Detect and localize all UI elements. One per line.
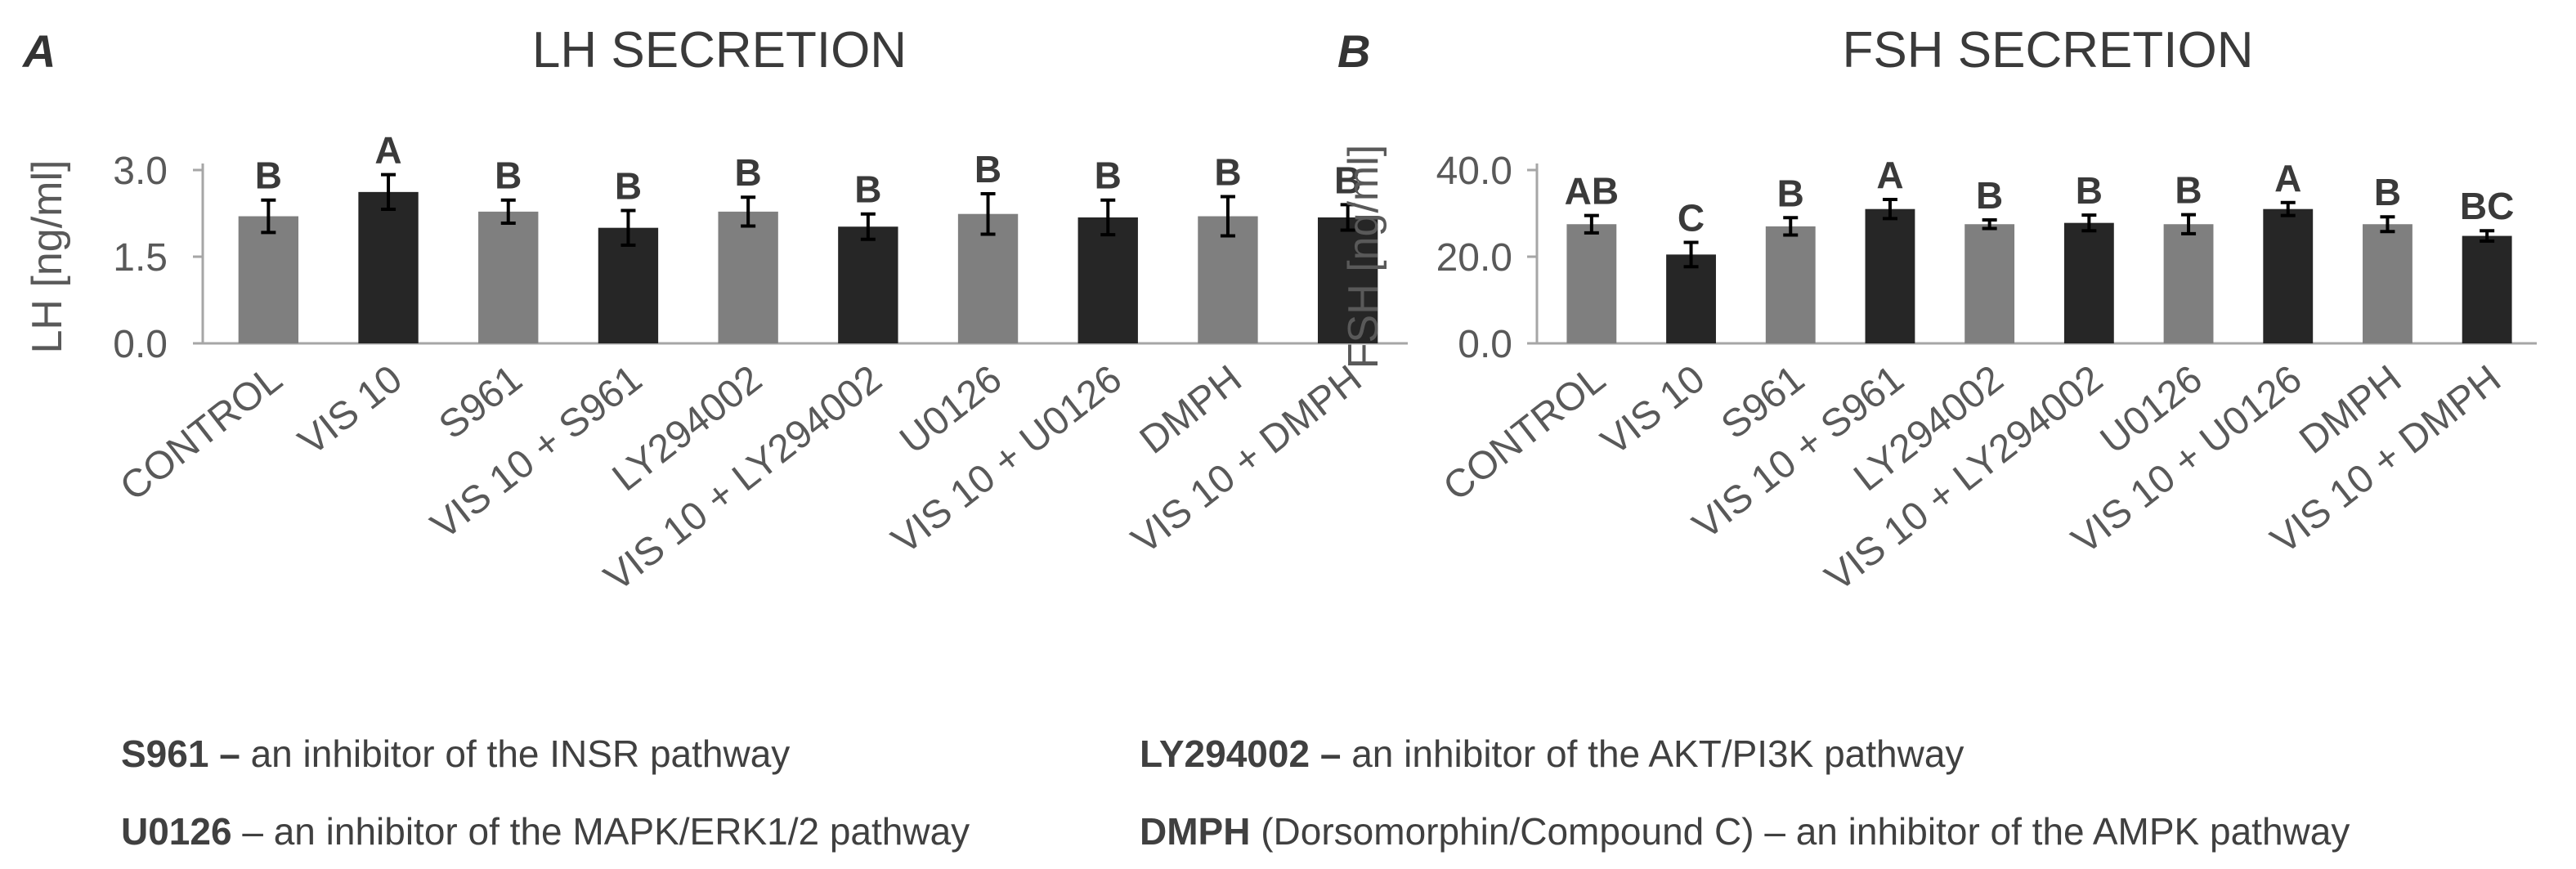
significance-label: B bbox=[974, 148, 1001, 190]
legend-abbr: DMPH bbox=[1140, 810, 1251, 853]
x-tick-label: CONTROL bbox=[1436, 357, 1614, 509]
chart-title: LH SECRETION bbox=[532, 22, 907, 78]
significance-label: A bbox=[374, 129, 401, 172]
x-tick-label: CONTROL bbox=[113, 357, 291, 509]
legend-text: – an inhibitor of the MAPK/ERK1/2 pathwa… bbox=[231, 810, 970, 853]
bar bbox=[2363, 224, 2412, 343]
bar bbox=[1566, 224, 1617, 343]
y-tick-label: 0.0 bbox=[113, 323, 168, 366]
y-tick-label: 20.0 bbox=[1436, 236, 1512, 280]
y-tick-label: 3.0 bbox=[113, 150, 168, 193]
legend-item-u0126: U0126 – an inhibitor of the MAPK/ERK1/2 … bbox=[121, 809, 970, 853]
significance-label: B bbox=[495, 155, 522, 197]
bar bbox=[1077, 217, 1138, 343]
bar bbox=[598, 227, 659, 343]
panel-letter: B bbox=[1337, 25, 1370, 77]
significance-label: BC bbox=[2460, 185, 2514, 227]
bar bbox=[358, 191, 419, 343]
bar bbox=[2063, 222, 2114, 343]
significance-label: A bbox=[2274, 157, 2301, 199]
significance-label: B bbox=[1095, 155, 1122, 197]
significance-label: B bbox=[1334, 159, 1361, 201]
legend-abbr: LY294002 – bbox=[1140, 732, 1342, 775]
bar bbox=[1317, 217, 1378, 343]
panel-letter: A bbox=[21, 25, 56, 77]
significance-label: A bbox=[1876, 154, 1903, 196]
significance-label: B bbox=[854, 168, 881, 211]
legend-item-dmph: DMPH (Dorsomorphin/Compound C) – an inhi… bbox=[1140, 809, 2350, 853]
legend-abbr: S961 – bbox=[121, 732, 240, 775]
significance-label: AB bbox=[1565, 170, 1619, 213]
bar bbox=[1865, 208, 1915, 343]
legend-text: an inhibitor of the AKT/PI3K pathway bbox=[1341, 732, 1964, 775]
legend-item-ly294002: LY294002 – an inhibitor of the AKT/PI3K … bbox=[1140, 732, 1964, 776]
significance-label: B bbox=[735, 151, 762, 194]
significance-label: B bbox=[2374, 171, 2401, 213]
significance-label: B bbox=[615, 164, 642, 207]
significance-label: B bbox=[2175, 169, 2202, 212]
y-tick-label: 40.0 bbox=[1436, 150, 1512, 193]
bar bbox=[1964, 224, 2015, 343]
bar bbox=[2462, 235, 2512, 343]
y-axis-label: LH [ng/ml] bbox=[24, 160, 71, 354]
significance-label: B bbox=[2076, 169, 2103, 212]
bar bbox=[478, 211, 539, 343]
bar bbox=[838, 226, 898, 343]
bar bbox=[718, 211, 778, 343]
significance-label: B bbox=[1214, 151, 1241, 194]
y-tick-label: 0.0 bbox=[1458, 323, 1512, 366]
x-tick-label: S961 bbox=[432, 357, 531, 448]
significance-label: C bbox=[1678, 197, 1705, 240]
x-tick-label: VIS 10 + S961 bbox=[423, 357, 651, 548]
y-axis-label: FSH [ng/ml] bbox=[1340, 145, 1387, 370]
bar bbox=[1765, 226, 1816, 343]
legend-text: (Dorsomorphin/Compound C) – an inhibitor… bbox=[1250, 810, 2350, 853]
chart-title: FSH SECRETION bbox=[1843, 22, 2254, 78]
bar bbox=[238, 216, 299, 343]
bar bbox=[2163, 224, 2214, 343]
x-tick-label: VIS 10 bbox=[1593, 357, 1713, 464]
x-tick-label: VIS 10 bbox=[291, 357, 410, 464]
significance-label: B bbox=[1777, 172, 1804, 214]
legend-abbr: U0126 bbox=[121, 810, 232, 853]
bar bbox=[1666, 254, 1716, 343]
legend-item-s961: S961 – an inhibitor of the INSR pathway bbox=[121, 732, 790, 776]
significance-label: B bbox=[255, 155, 282, 197]
legend-text: an inhibitor of the INSR pathway bbox=[240, 732, 791, 775]
y-tick-label: 1.5 bbox=[113, 236, 168, 280]
significance-label: B bbox=[1976, 174, 2003, 217]
bar bbox=[2263, 208, 2314, 343]
